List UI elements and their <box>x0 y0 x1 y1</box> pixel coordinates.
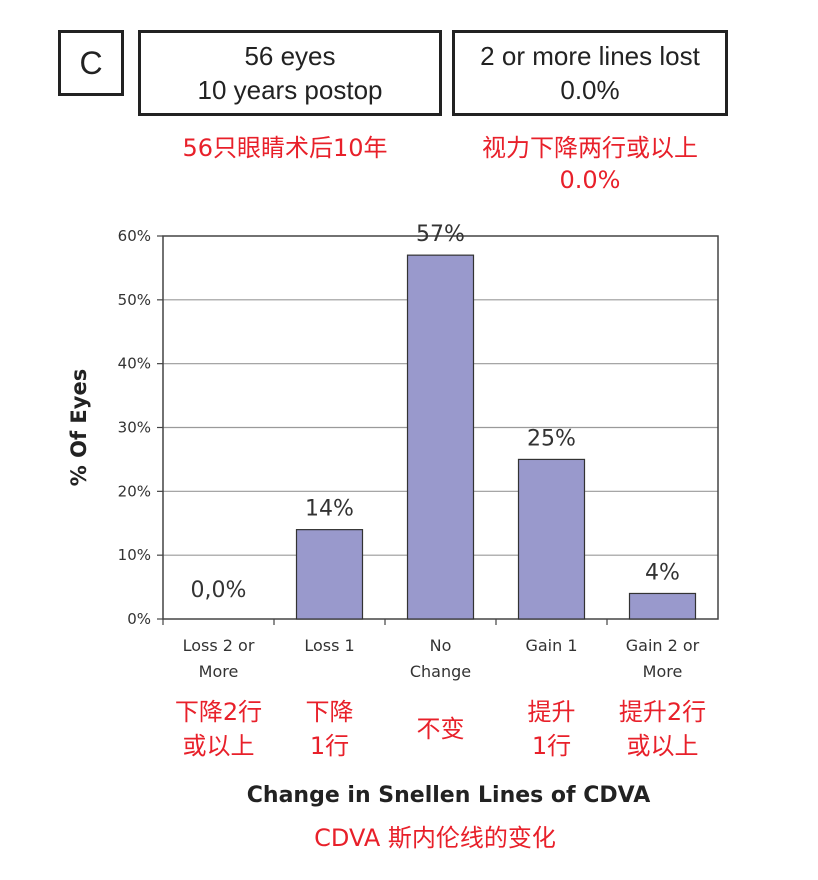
lines-lost-box: 2 or more lines lost 0.0% <box>452 30 728 116</box>
bar <box>295 529 364 620</box>
category-annotation: 提升 1行 <box>497 695 607 763</box>
y-ticks: 0% 10% 20% 30% 40% 50% 60% <box>118 227 163 628</box>
category-annotation-line: 或以上 <box>182 732 255 760</box>
x-tick-label: Loss 2 or <box>183 636 255 655</box>
data-labels: 0,0% 14% 57% 25% 4% <box>191 222 680 603</box>
category-annotation-line: 或以上 <box>626 732 699 760</box>
category-annotation-line: 下降2行 <box>174 698 263 726</box>
sample-info-annotation: 56只眼睛术后10年 <box>182 134 388 162</box>
category-annotation: 下降2行或以上 <box>164 695 274 763</box>
category-annotation-line: 提升 <box>527 698 576 726</box>
y-tick-label: 0% <box>127 610 151 628</box>
sample-info-line2: 10 years postop <box>197 75 383 105</box>
bar <box>517 458 586 620</box>
category-annotation-line: 不变 <box>416 715 465 743</box>
category-annotation: 提升2行或以上 <box>608 695 718 763</box>
lines-lost-line2: 0.0% <box>560 75 620 105</box>
x-tick-label: Gain 2 or <box>626 636 700 655</box>
x-tick-label: Change <box>410 662 471 681</box>
panel-letter-text: C <box>79 45 103 81</box>
category-annotation-line: 提升2行 <box>618 698 707 726</box>
data-label: 4% <box>645 560 680 585</box>
category-annotation: 下降 1行 <box>275 695 385 763</box>
lines-lost-annotation-line1: 视力下降两行或以上 <box>482 134 698 162</box>
category-annotation-line: 下降 <box>305 698 354 726</box>
data-label: 14% <box>305 497 354 522</box>
x-tick-label: More <box>199 662 239 681</box>
data-label: 57% <box>416 222 465 247</box>
x-category-labels: Loss 2 or More Loss 1 No Change Gain 1 Gain 2 … <box>162 619 700 681</box>
x-tick-label: No <box>430 636 452 655</box>
lines-lost-line1: 2 or more lines lost <box>480 41 700 71</box>
y-tick-label: 10% <box>118 546 151 564</box>
y-tick-label: 30% <box>118 419 151 437</box>
data-label: 25% <box>527 426 576 451</box>
x-tick-label: Loss 1 <box>304 636 354 655</box>
y-tick-label: 50% <box>118 291 151 309</box>
x-axis-label: Change in Snellen Lines of CDVA <box>247 783 650 808</box>
bars <box>295 254 697 620</box>
x-tick-label: More <box>643 662 683 681</box>
x-tick-label: Gain 1 <box>525 636 577 655</box>
category-annotation-line: 1行 <box>309 732 350 760</box>
y-axis-label: % Of Eyes <box>67 369 91 486</box>
category-annotation-line: 1行 <box>531 732 572 760</box>
bar <box>406 254 475 620</box>
y-tick-label: 40% <box>118 355 151 373</box>
lines-lost-annotation-line2: 0.0% <box>559 166 621 194</box>
panel-letter: C <box>58 30 124 96</box>
bar <box>628 592 697 620</box>
lines-lost-annotation: 视力下降两行或以上 0.0% <box>440 132 740 196</box>
sample-info-line1: 56 eyes <box>244 41 336 71</box>
y-tick-label: 20% <box>118 482 151 500</box>
category-annotation: 不变 <box>386 712 496 746</box>
sample-info-box: 56 eyes 10 years postop <box>138 30 442 116</box>
bar-chart: 0% 10% 20% 30% 40% 50% 60% 0,0% 14% 57% 25% 4% Los… <box>67 222 719 808</box>
data-label: 0,0% <box>191 578 247 603</box>
y-tick-label: 60% <box>118 227 151 245</box>
x-axis-label-annotation: CDVA 斯内伦线的变化 <box>314 824 556 852</box>
